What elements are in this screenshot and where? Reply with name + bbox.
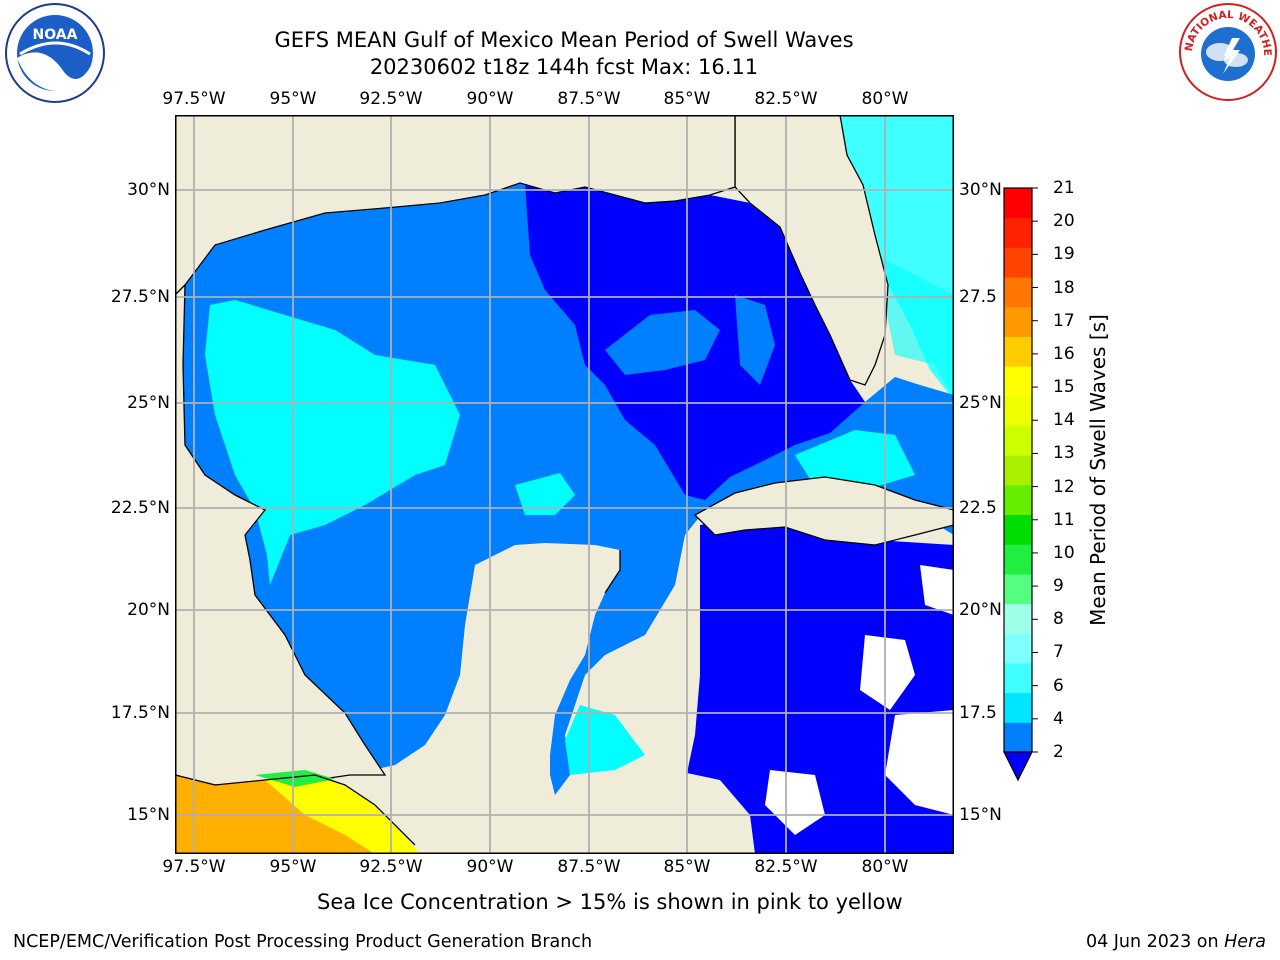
colorbar-segment-7 [1004, 514, 1032, 545]
lon-label-top-6: 82.5°W [754, 89, 818, 109]
colorbar-label-8: 8 [1053, 609, 1064, 630]
lon-label-bottom-4: 87.5°W [557, 857, 621, 877]
colorbar-label-11: 11 [1053, 509, 1075, 530]
lon-label-bottom-1: 95°W [269, 857, 317, 877]
lon-label-top-5: 85°W [663, 89, 711, 109]
yucatan-land [175, 543, 620, 854]
colorbar-segment-3 [1004, 633, 1032, 664]
lat-label-right-4: 20°N [959, 600, 1002, 620]
colorbar-label-4: 4 [1053, 708, 1064, 729]
lon-label-top-7: 80°W [861, 89, 909, 109]
lon-label-top-4: 87.5°W [557, 89, 621, 109]
lon-label-bottom-0: 97.5°W [162, 857, 226, 877]
colorbar-segment-1 [1004, 692, 1032, 723]
noaa-logo-text: NOAA [33, 27, 78, 43]
cuba-land [693, 476, 954, 546]
colorbar-label-9: 9 [1053, 576, 1064, 597]
footer-date-text: 04 Jun 2023 on [1085, 932, 1225, 952]
lat-label-right-2: 25°N [959, 393, 1002, 413]
colorbar-segment-13 [1004, 336, 1032, 367]
lat-label-left-2: 25°N [127, 393, 170, 413]
lon-label-bottom-7: 80°W [861, 857, 909, 877]
lon-label-bottom-3: 90°W [466, 857, 514, 877]
sea-ice-caption: Sea Ice Concentration > 15% is shown in … [317, 890, 903, 914]
map-grid [175, 115, 954, 854]
chart-subtitle: 20230602 t18z 144h fcst Max: 16.11 [369, 55, 759, 79]
colorbar-segment-12 [1004, 366, 1032, 397]
gulf-of-mexico-map [175, 115, 954, 854]
lat-label-left-6: 15°N [127, 805, 170, 825]
map-border [175, 115, 954, 854]
colorbar-outline [1003, 187, 1033, 753]
nws-logo-icon: NATIONAL WEATHER SERVICE [1178, 2, 1277, 101]
colorbar-segment-14 [1004, 306, 1032, 337]
colorbar-label-16: 16 [1053, 343, 1075, 364]
lat-label-left-5: 17.5°N [110, 703, 170, 723]
colorbar-segment-8 [1004, 484, 1032, 516]
colorbar-segment-11 [1004, 395, 1032, 426]
colorbar-label-21: 21 [1053, 178, 1075, 198]
western-gulf-cyan [205, 300, 460, 585]
colorbar-segment-6 [1004, 544, 1032, 575]
florida-land [734, 115, 889, 386]
lat-label-right-3: 22.5 [959, 498, 997, 518]
colorbar-title: Mean Period of Swell Waves [s] [1086, 314, 1110, 626]
lat-label-left-0: 30°N [127, 180, 170, 200]
lat-label-right-1: 27.5 [959, 287, 997, 307]
colorbar-label-18: 18 [1053, 277, 1075, 298]
colorbar-label-17: 17 [1053, 310, 1075, 331]
colorbar-label-15: 15 [1053, 377, 1075, 398]
footer-branch: NCEP/EMC/Verification Post Processing Pr… [13, 932, 593, 952]
lat-label-right-0: 30°N [959, 180, 1002, 200]
lat-label-right-5: 17.5 [959, 703, 997, 723]
lon-label-bottom-5: 85°W [663, 857, 711, 877]
colorbar-label-6: 6 [1053, 675, 1064, 696]
colorbar-segment-5 [1004, 573, 1032, 605]
chart-title: GEFS MEAN Gulf of Mexico Mean Period of … [274, 28, 854, 52]
colorbar-segment-16 [1004, 247, 1032, 278]
colorbar [1003, 187, 1038, 782]
lon-label-top-0: 97.5°W [162, 89, 226, 109]
colorbar-label-20: 20 [1053, 211, 1075, 232]
footer-date: 04 Jun 2023 on Hera [1086, 932, 1266, 952]
colorbar-label-7: 7 [1053, 642, 1064, 663]
lat-label-left-4: 20°N [127, 600, 170, 620]
noaa-logo-icon: NOAA [5, 3, 105, 103]
colorbar-label-2: 2 [1053, 742, 1064, 762]
colorbar-label-14: 14 [1053, 410, 1075, 431]
colorbar-segment-0 [1004, 722, 1032, 753]
us-coast-land [175, 115, 736, 296]
lon-label-top-1: 95°W [269, 89, 317, 109]
colorbar-segment-17 [1004, 217, 1032, 248]
colorbar-label-10: 10 [1053, 542, 1075, 563]
lon-label-bottom-6: 82.5°W [754, 857, 818, 877]
colorbar-segment-15 [1004, 277, 1032, 308]
colorbar-segment-4 [1004, 603, 1032, 634]
colorbar-label-13: 13 [1053, 443, 1075, 464]
lat-label-left-1: 27.5°N [110, 287, 170, 307]
colorbar-label-19: 19 [1053, 244, 1075, 265]
lat-label-right-6: 15°N [959, 805, 1002, 825]
colorbar-segment-18 [1004, 188, 1032, 219]
colorbar-segment-9 [1004, 455, 1032, 486]
lat-label-left-3: 22.5°N [110, 498, 170, 518]
lon-label-bottom-2: 92.5°W [359, 857, 423, 877]
colorbar-under-arrow [1003, 751, 1033, 782]
lon-label-top-2: 92.5°W [359, 89, 423, 109]
lon-label-top-3: 90°W [466, 89, 514, 109]
colorbar-label-12: 12 [1053, 476, 1075, 497]
colorbar-segment-10 [1004, 425, 1032, 456]
colorbar-segment-2 [1004, 662, 1032, 694]
footer-host: Hera [1224, 932, 1266, 952]
